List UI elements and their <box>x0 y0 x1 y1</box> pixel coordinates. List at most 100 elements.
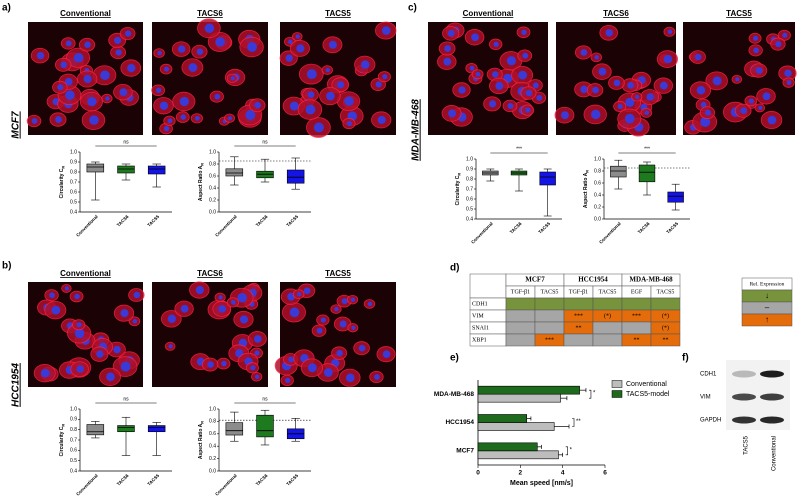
y-axis-label-sub: R <box>585 170 590 173</box>
nucleus <box>113 345 121 354</box>
blot-band <box>732 416 756 424</box>
nucleus <box>307 363 317 373</box>
y-tick-label: 0.0 <box>209 468 216 474</box>
x-tick-label: Conventional <box>598 221 622 245</box>
nucleus <box>748 98 754 104</box>
box <box>117 425 135 433</box>
nucleus <box>635 94 640 99</box>
nucleus <box>307 91 315 98</box>
x-tick-label: 0 <box>476 470 480 477</box>
significance-label: ns <box>262 139 268 145</box>
x-tick-label: TACS5 <box>146 214 160 228</box>
nucleus <box>767 115 777 125</box>
nucleus <box>646 93 654 101</box>
nucleus <box>525 107 531 113</box>
nucleus <box>740 107 747 115</box>
significance-label: * <box>593 391 596 397</box>
x-tick-label: TACS6 <box>637 221 651 235</box>
nucleus <box>323 368 333 377</box>
table-cell <box>592 297 623 311</box>
x-tick-label: 2 <box>519 470 523 477</box>
image-title: TACS5 <box>726 9 752 18</box>
nucleus <box>295 34 300 39</box>
x-tick-label: 4 <box>561 470 565 477</box>
lane-label: TACS5 <box>744 435 750 455</box>
nucleus <box>74 293 80 300</box>
y-tick-label: 0.6 <box>70 448 77 454</box>
nucleus <box>115 49 122 56</box>
y-tick-label: 0.8 <box>466 176 473 182</box>
cell-mark: ** <box>634 337 640 343</box>
nucleus <box>659 81 668 90</box>
nucleus <box>285 54 293 62</box>
nucleus <box>230 76 235 81</box>
nucleus <box>64 77 73 86</box>
micrograph <box>28 282 145 387</box>
x-tick-label: TACS6 <box>255 473 269 487</box>
y-tick-label: 0.4 <box>466 216 473 222</box>
table-cell <box>621 297 652 311</box>
row-gene: SNAI1 <box>472 325 489 331</box>
box <box>667 191 684 203</box>
nucleus <box>591 109 601 120</box>
blot-band <box>760 393 784 401</box>
table-cell <box>563 297 594 311</box>
column-header: TGF-β1 <box>511 289 530 295</box>
nucleus <box>644 110 650 116</box>
y-tick-label: 0.5 <box>70 458 77 464</box>
nucleus <box>341 298 348 305</box>
image-title: TACS6 <box>603 9 629 18</box>
nucleus <box>351 325 356 330</box>
micrograph <box>274 282 396 387</box>
nucleus <box>207 361 214 368</box>
significance-label: ns <box>123 396 129 402</box>
nucleus <box>155 87 162 93</box>
nucleus <box>762 92 771 101</box>
y-tick-label: 1.0 <box>209 149 216 155</box>
nucleus <box>239 315 249 324</box>
y-tick-label: 0.4 <box>70 209 77 215</box>
y-tick-label: 0.4 <box>594 192 601 198</box>
x-tick-label: Conventional <box>75 473 99 497</box>
nucleus <box>288 39 293 44</box>
table-cell <box>534 321 565 335</box>
nucleus <box>346 120 353 127</box>
y-tick-label: 1.0 <box>70 149 77 155</box>
significance-label: * <box>570 447 573 453</box>
nucleus <box>296 291 302 297</box>
y-tick-label: 0.6 <box>209 173 216 179</box>
box <box>147 165 166 175</box>
nucleus <box>221 360 227 367</box>
significance-bracket <box>588 389 592 399</box>
nucleus <box>334 306 339 312</box>
nucleus <box>305 104 316 115</box>
nucleus <box>127 63 136 73</box>
nucleus <box>663 54 673 64</box>
significance-label: ns <box>123 139 129 145</box>
image-title: Conventional <box>60 269 111 278</box>
y-axis-label: Aspect Ratio AR <box>583 170 589 208</box>
protein-label: CDH1 <box>700 372 717 378</box>
x-tick-label: TACS5 <box>665 221 679 235</box>
nucleus <box>560 111 569 120</box>
nucleus <box>382 74 388 80</box>
panel-label: e) <box>450 353 459 364</box>
y-tick-label: 0.7 <box>70 437 77 443</box>
y-tick-label: 1.0 <box>209 406 216 412</box>
y-tick-label: 0.2 <box>209 456 216 462</box>
x-tick-label: Conventional <box>214 214 238 238</box>
nucleus <box>159 101 169 110</box>
nucleus <box>594 55 599 60</box>
table-cell <box>592 333 623 347</box>
nucleus <box>55 116 62 123</box>
nucleus <box>447 29 455 37</box>
nucleus <box>377 115 386 124</box>
nucleus <box>755 67 763 74</box>
cell-mark: (*) <box>662 312 669 319</box>
nucleus <box>285 377 291 383</box>
nucleus <box>100 70 110 81</box>
micrograph <box>554 22 679 137</box>
y-axis-label: Aspect Ratio AR <box>198 163 204 201</box>
nucleus <box>227 116 233 121</box>
blot-band <box>760 416 784 424</box>
